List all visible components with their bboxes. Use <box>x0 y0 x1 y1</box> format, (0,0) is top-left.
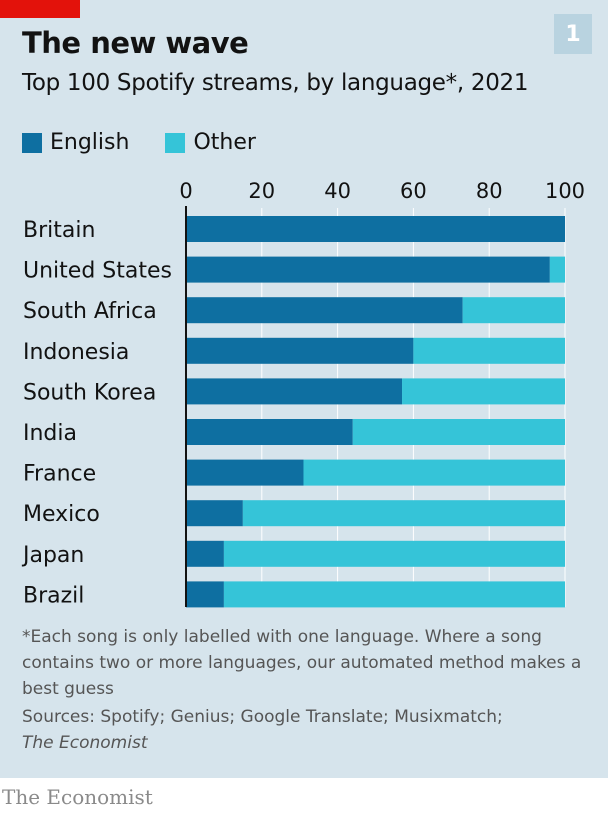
chart-subtitle: Top 100 Spotify streams, by language*, 2… <box>22 70 529 96</box>
category-label-brazil: Brazil <box>23 583 84 608</box>
bar-other-south-africa <box>462 297 565 324</box>
bar-other-france <box>303 459 565 486</box>
x-tick-label-60: 60 <box>400 179 427 203</box>
legend-label-other: Other <box>193 130 256 155</box>
category-label-japan: Japan <box>21 543 84 568</box>
bar-english-south-korea <box>186 378 403 405</box>
category-label-britain: Britain <box>23 218 95 243</box>
bar-other-mexico <box>242 500 565 527</box>
category-label-india: India <box>23 421 77 446</box>
chart-title: The new wave <box>22 26 249 60</box>
bar-english-united-states <box>186 256 550 283</box>
chart-number-badge: 1 <box>554 14 592 54</box>
category-label-mexico: Mexico <box>23 502 100 527</box>
bar-english-mexico <box>186 500 243 527</box>
brand-red-tag <box>0 0 80 18</box>
bar-other-brazil <box>223 581 565 608</box>
legend-item-other: Other <box>165 130 256 155</box>
category-label-south-africa: South Africa <box>23 299 157 324</box>
legend: English Other <box>22 130 292 155</box>
category-label-south-korea: South Korea <box>23 380 156 405</box>
legend-swatch-other <box>165 132 186 153</box>
footnote: *Each song is only labelled with one lan… <box>22 627 582 699</box>
bar-english-britain <box>186 216 565 242</box>
bar-other-india <box>352 419 565 445</box>
notes: *Each song is only labelled with one lan… <box>22 624 582 756</box>
bar-other-united-states <box>549 256 565 283</box>
bar-other-japan <box>223 540 565 567</box>
x-tick-label-80: 80 <box>476 179 503 203</box>
sources-economist: The Economist <box>22 733 148 753</box>
bar-other-south-korea <box>402 378 565 405</box>
legend-label-english: English <box>50 130 130 155</box>
category-label-united-states: United States <box>23 259 172 284</box>
category-label-indonesia: Indonesia <box>23 340 129 365</box>
x-tick-label-20: 20 <box>248 179 275 203</box>
sources-text: Sources: Spotify; Genius; Google Transla… <box>22 707 503 727</box>
sources: Sources: Spotify; Genius; Google Transla… <box>22 704 582 756</box>
category-label-france: France <box>23 462 96 487</box>
bar-english-brazil <box>186 581 224 608</box>
x-tick-label-100: 100 <box>545 179 585 203</box>
bar-english-japan <box>186 540 224 567</box>
bar-chart: 0 20 40 60 80 100 Britain United States South Af… <box>21 179 585 608</box>
economist-logo-text: The Economist <box>2 785 153 809</box>
bar-english-indonesia <box>186 337 414 364</box>
bar-english-france <box>186 459 304 486</box>
bar-other-indonesia <box>413 337 565 364</box>
bar-english-india <box>186 419 353 445</box>
bar-english-south-africa <box>186 297 463 324</box>
legend-item-english: English <box>22 130 129 155</box>
x-tick-label-0: 0 <box>179 179 192 203</box>
x-tick-label-40: 40 <box>324 179 351 203</box>
legend-swatch-english <box>22 132 42 153</box>
